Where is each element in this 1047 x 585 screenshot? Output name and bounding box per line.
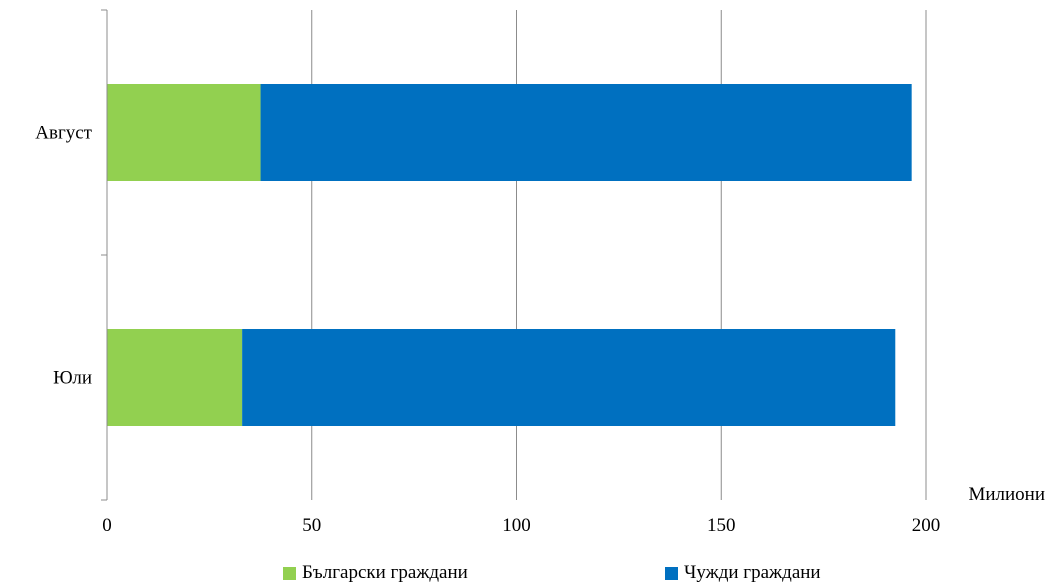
x-tick-label-0: 0 xyxy=(102,515,112,536)
legend-label-bulgarian: Български граждани xyxy=(302,562,468,583)
legend-swatch-foreign xyxy=(665,566,678,580)
x-tick-label-100: 100 xyxy=(502,515,531,536)
bar-Август-series-1 xyxy=(260,84,912,181)
axes xyxy=(101,9,108,501)
chart: 0 50 100 150 200 Юли Август Милиони xyxy=(35,9,1045,537)
bars xyxy=(107,84,912,426)
legend-label-foreign: Чужди граждани xyxy=(684,562,821,583)
bar-Юли-series-1 xyxy=(242,329,896,426)
bar-Юли-series-0 xyxy=(107,329,243,426)
tick-labels: 0 50 100 150 200 Юли Август xyxy=(35,123,940,537)
legend-item-foreign: Чужди граждани xyxy=(665,562,821,584)
legend-swatch-bulgarian xyxy=(283,566,296,580)
y-tick-label-0: Юли xyxy=(53,368,92,389)
x-tick-label-150: 150 xyxy=(707,515,736,536)
y-tick-label-1: Август xyxy=(35,123,92,144)
x-tick-label-200: 200 xyxy=(912,515,941,536)
legend: Български граждани Чужди граждани xyxy=(0,562,1047,585)
gridlines xyxy=(311,10,927,500)
x-tick-label-50: 50 xyxy=(302,515,321,536)
legend-item-bulgarian: Български граждани xyxy=(283,562,468,584)
bar-Август-series-0 xyxy=(107,84,261,181)
x-axis-label: Милиони xyxy=(968,484,1045,505)
